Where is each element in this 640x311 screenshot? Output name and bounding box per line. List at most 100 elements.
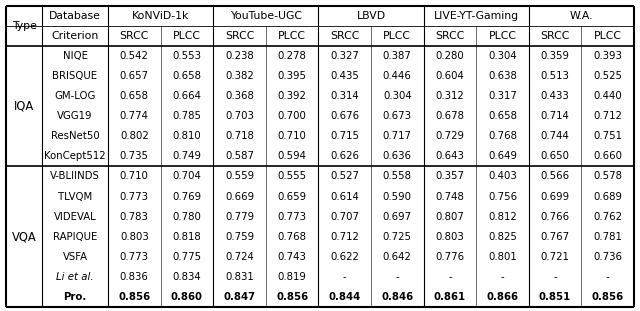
Text: 0.578: 0.578 <box>593 171 622 182</box>
Text: 0.744: 0.744 <box>541 131 570 141</box>
Text: 0.387: 0.387 <box>383 51 412 61</box>
Text: PLCC: PLCC <box>594 31 621 41</box>
Text: -: - <box>448 272 452 282</box>
Text: 0.774: 0.774 <box>120 111 149 121</box>
Text: PLCC: PLCC <box>278 31 306 41</box>
Text: 0.658: 0.658 <box>120 91 149 101</box>
Text: 0.860: 0.860 <box>171 292 203 302</box>
Text: KonCept512: KonCept512 <box>44 151 106 161</box>
Text: 0.703: 0.703 <box>225 111 254 121</box>
Text: -: - <box>500 272 504 282</box>
Text: 0.735: 0.735 <box>120 151 149 161</box>
Text: 0.700: 0.700 <box>278 111 307 121</box>
Text: 0.856: 0.856 <box>118 292 150 302</box>
Text: 0.714: 0.714 <box>541 111 570 121</box>
Text: 0.587: 0.587 <box>225 151 254 161</box>
Text: KoNViD-1k: KoNViD-1k <box>132 11 189 21</box>
Text: 0.433: 0.433 <box>541 91 570 101</box>
Text: 0.393: 0.393 <box>593 51 622 61</box>
Text: 0.844: 0.844 <box>328 292 361 302</box>
Text: ResNet50: ResNet50 <box>51 131 99 141</box>
Text: 0.643: 0.643 <box>435 151 465 161</box>
Text: 0.382: 0.382 <box>225 71 254 81</box>
Text: 0.803: 0.803 <box>436 232 464 242</box>
Text: 0.768: 0.768 <box>278 232 307 242</box>
Text: 0.614: 0.614 <box>330 192 359 202</box>
Text: 0.810: 0.810 <box>173 131 201 141</box>
Text: 0.856: 0.856 <box>591 292 624 302</box>
Text: 0.664: 0.664 <box>172 91 202 101</box>
Text: V-BLIINDS: V-BLIINDS <box>50 171 100 182</box>
Text: 0.779: 0.779 <box>225 212 254 222</box>
Text: 0.555: 0.555 <box>278 171 307 182</box>
Text: 0.807: 0.807 <box>435 212 465 222</box>
Text: Pro.: Pro. <box>63 292 86 302</box>
Text: 0.368: 0.368 <box>225 91 254 101</box>
Text: 0.707: 0.707 <box>330 212 359 222</box>
Text: 0.801: 0.801 <box>488 252 517 262</box>
Text: W.A.: W.A. <box>570 11 593 21</box>
Text: -: - <box>554 272 557 282</box>
Text: 0.846: 0.846 <box>381 292 413 302</box>
Text: 0.861: 0.861 <box>434 292 466 302</box>
Text: Type: Type <box>12 21 36 31</box>
Text: 0.314: 0.314 <box>330 91 359 101</box>
Text: 0.280: 0.280 <box>436 51 464 61</box>
Text: BRISQUE: BRISQUE <box>52 71 97 81</box>
Text: SRCC: SRCC <box>435 31 465 41</box>
Text: SRCC: SRCC <box>120 31 149 41</box>
Text: 0.803: 0.803 <box>120 232 148 242</box>
Text: 0.710: 0.710 <box>120 171 148 182</box>
Text: 0.781: 0.781 <box>593 232 622 242</box>
Text: 0.812: 0.812 <box>488 212 517 222</box>
Text: 0.649: 0.649 <box>488 151 517 161</box>
Text: 0.775: 0.775 <box>172 252 202 262</box>
Text: 0.866: 0.866 <box>486 292 518 302</box>
Text: 0.440: 0.440 <box>593 91 622 101</box>
Text: 0.559: 0.559 <box>225 171 254 182</box>
Text: 0.762: 0.762 <box>593 212 622 222</box>
Text: 0.669: 0.669 <box>225 192 254 202</box>
Text: 0.704: 0.704 <box>172 171 202 182</box>
Text: 0.712: 0.712 <box>330 232 359 242</box>
Text: RAPIQUE: RAPIQUE <box>53 232 97 242</box>
Text: 0.780: 0.780 <box>172 212 202 222</box>
Text: 0.749: 0.749 <box>172 151 202 161</box>
Text: 0.767: 0.767 <box>541 232 570 242</box>
Text: 0.590: 0.590 <box>383 192 412 202</box>
Text: SRCC: SRCC <box>330 31 360 41</box>
Text: 0.766: 0.766 <box>541 212 570 222</box>
Text: 0.769: 0.769 <box>172 192 202 202</box>
Text: 0.689: 0.689 <box>593 192 622 202</box>
Text: 0.710: 0.710 <box>278 131 307 141</box>
Text: Criterion: Criterion <box>51 31 99 41</box>
Text: 0.278: 0.278 <box>278 51 307 61</box>
Text: 0.312: 0.312 <box>436 91 464 101</box>
Text: 0.395: 0.395 <box>278 71 307 81</box>
Text: -: - <box>343 272 346 282</box>
Text: 0.721: 0.721 <box>541 252 570 262</box>
Text: PLCC: PLCC <box>488 31 516 41</box>
Text: NIQE: NIQE <box>63 51 88 61</box>
Text: 0.658: 0.658 <box>172 71 202 81</box>
Text: TLVQM: TLVQM <box>58 192 92 202</box>
Text: 0.836: 0.836 <box>120 272 148 282</box>
Text: 0.802: 0.802 <box>120 131 148 141</box>
Text: 0.729: 0.729 <box>435 131 465 141</box>
Text: 0.558: 0.558 <box>383 171 412 182</box>
Text: 0.566: 0.566 <box>541 171 570 182</box>
Text: 0.717: 0.717 <box>383 131 412 141</box>
Text: 0.725: 0.725 <box>383 232 412 242</box>
Text: 0.446: 0.446 <box>383 71 412 81</box>
Text: 0.818: 0.818 <box>173 232 201 242</box>
Text: 0.718: 0.718 <box>225 131 254 141</box>
Text: VQA: VQA <box>12 230 36 243</box>
Text: 0.847: 0.847 <box>223 292 255 302</box>
Text: 0.304: 0.304 <box>383 91 412 101</box>
Text: 0.759: 0.759 <box>225 232 254 242</box>
Text: 0.527: 0.527 <box>330 171 359 182</box>
Text: 0.660: 0.660 <box>593 151 622 161</box>
Text: 0.304: 0.304 <box>488 51 517 61</box>
Text: 0.699: 0.699 <box>541 192 570 202</box>
Text: 0.819: 0.819 <box>278 272 307 282</box>
